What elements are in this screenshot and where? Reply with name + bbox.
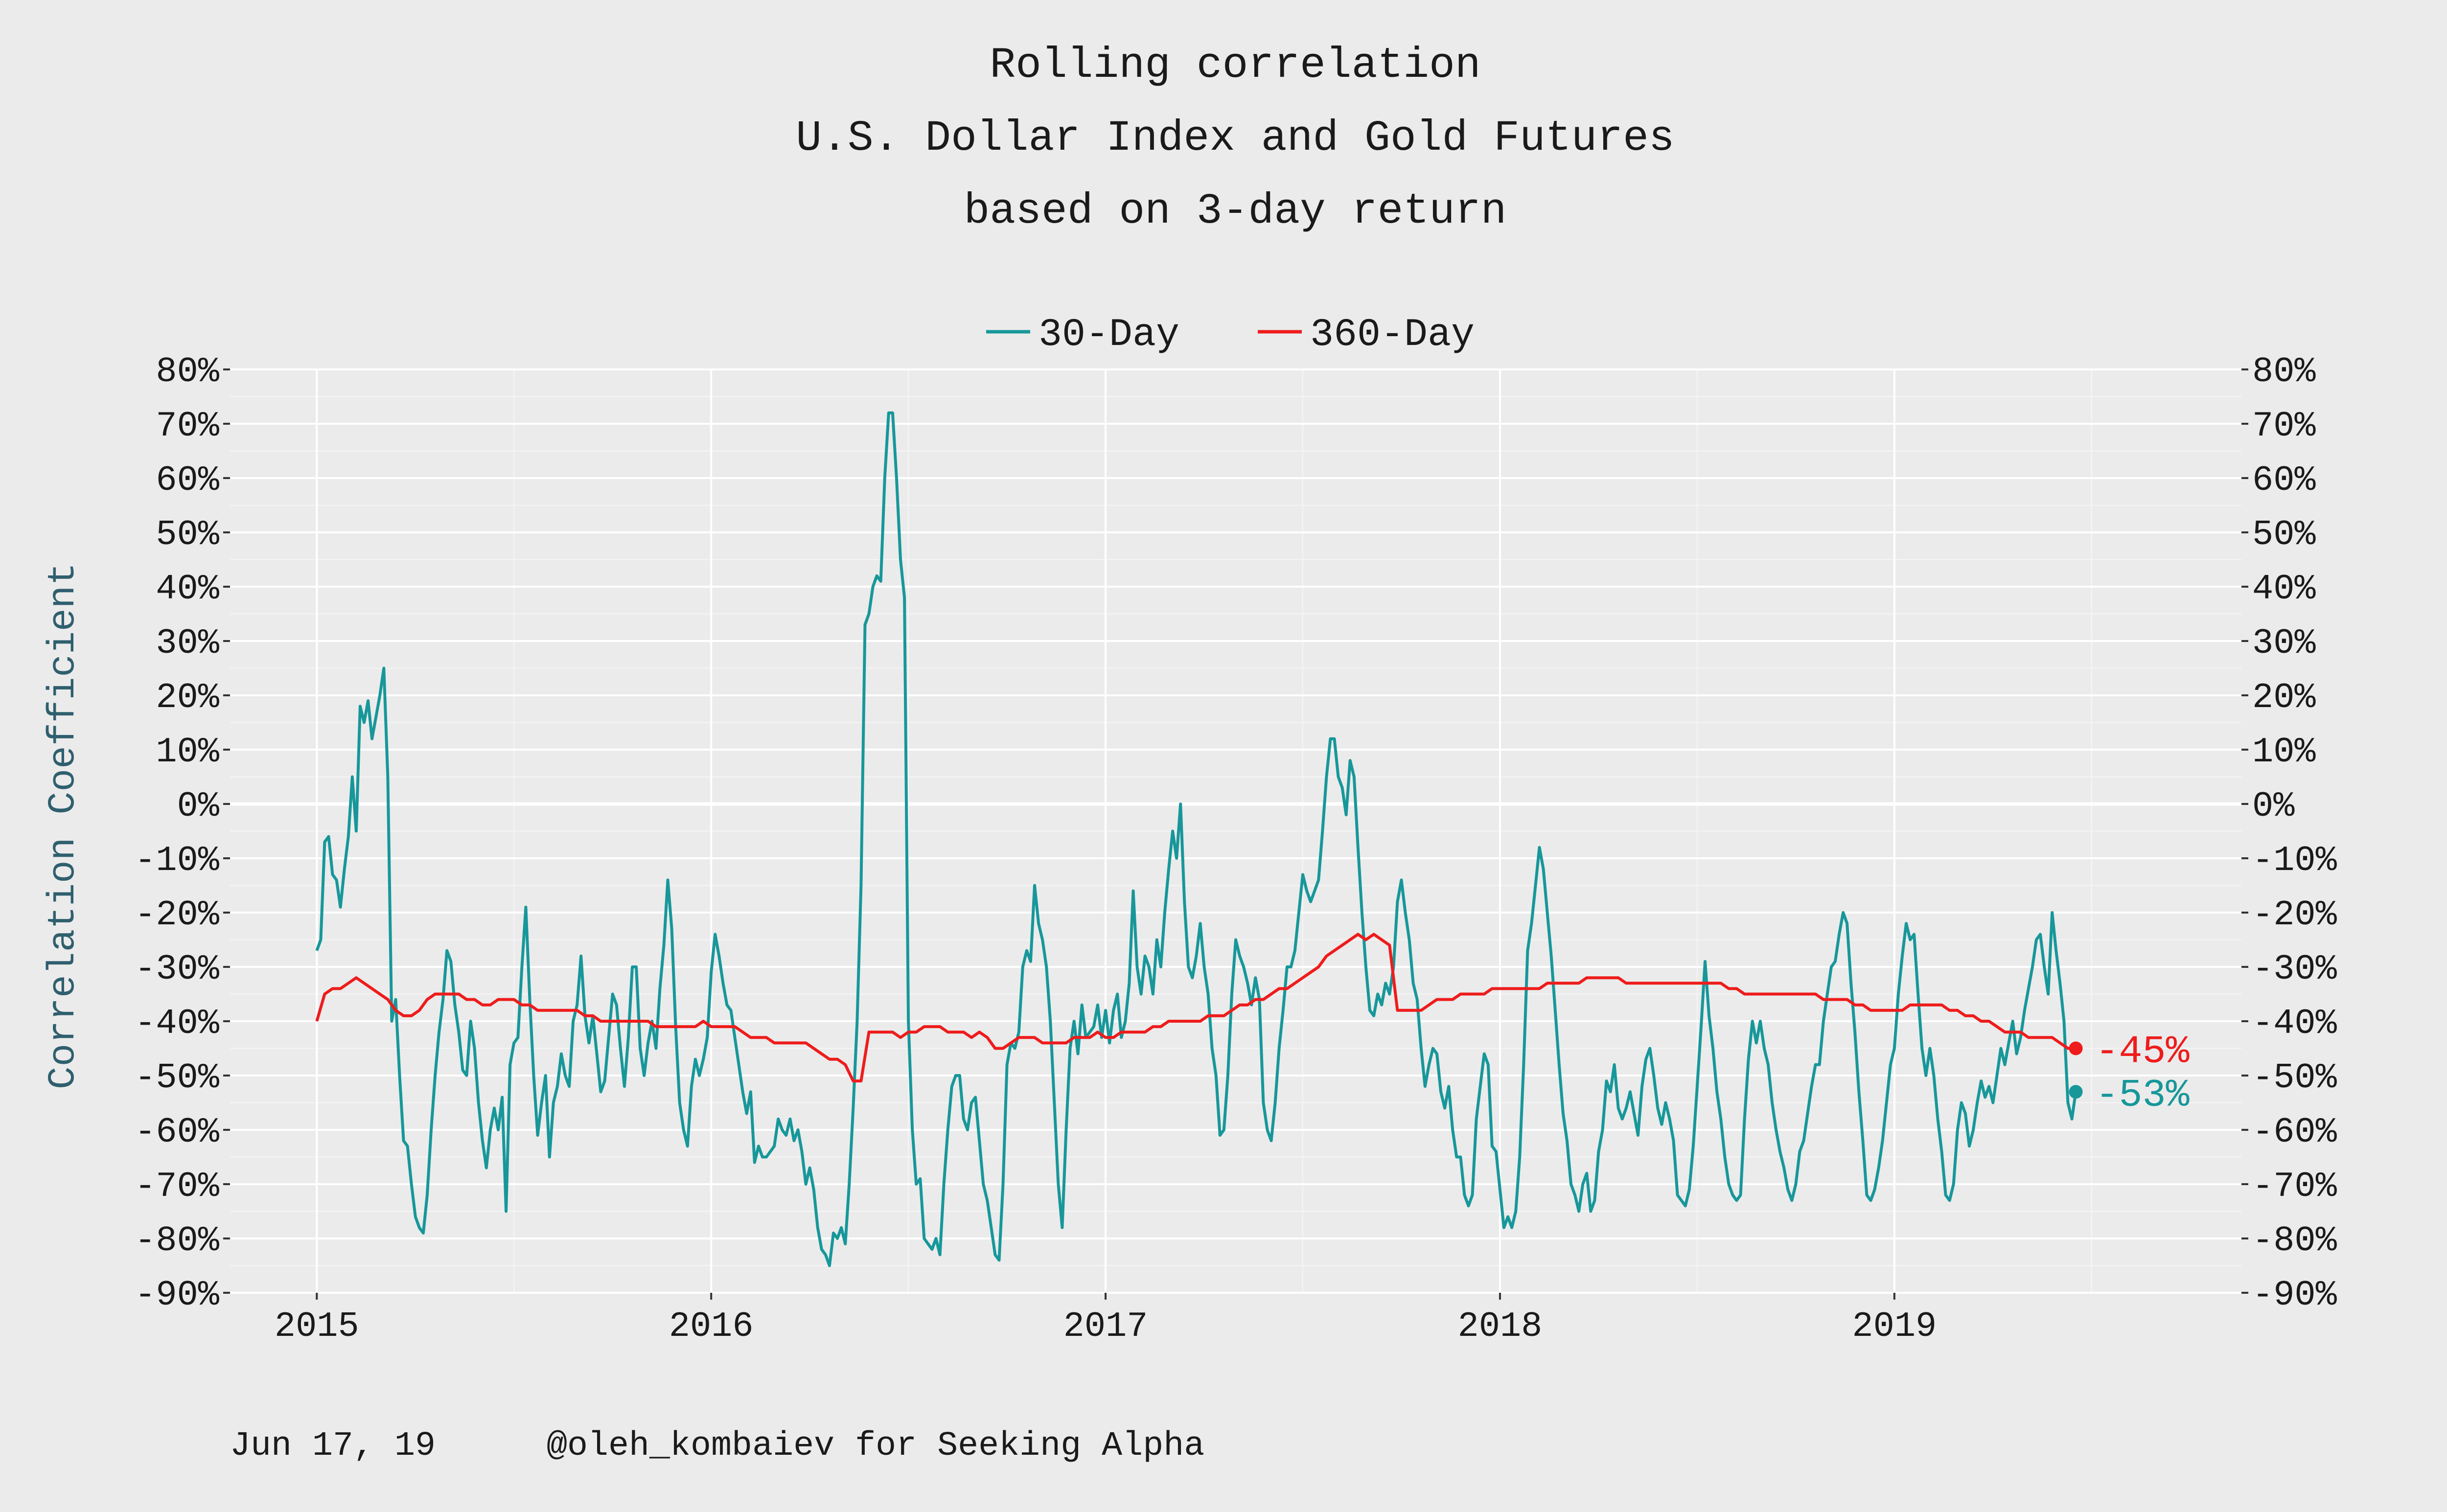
series-line-360-day xyxy=(315,933,2076,1083)
chart-title-line-1: Rolling correlation xyxy=(990,42,1480,90)
y-tick-label-right: 30% xyxy=(2252,623,2316,664)
y-tick-label-right: -50% xyxy=(2252,1058,2337,1098)
y-tick-label: 50% xyxy=(156,515,219,555)
y-axis-right: -90% -80% -70% -60% -50% -40% -30% -20% -10% 0% 10… xyxy=(2241,352,2337,1315)
x-tick-label: 2019 xyxy=(1852,1306,1937,1347)
y-tick-label-right: 0% xyxy=(2252,786,2295,826)
y-tick-label: -60% xyxy=(135,1112,220,1152)
y-tick-label-right: -90% xyxy=(2252,1275,2337,1315)
y-tick-label: -20% xyxy=(135,895,220,935)
x-tick-label: 2016 xyxy=(669,1306,754,1347)
y-tick-label: 60% xyxy=(156,460,219,501)
y-tick-label: 20% xyxy=(156,678,219,718)
y-tick-label: -70% xyxy=(135,1167,220,1207)
y-tick-label: -50% xyxy=(135,1058,220,1098)
end-point-30-day xyxy=(2069,1085,2083,1099)
end-markers: -53%-45% xyxy=(2069,1030,2190,1118)
y-tick-label: -80% xyxy=(135,1221,220,1261)
y-tick-label: 0% xyxy=(177,786,220,826)
x-tick-label: 2017 xyxy=(1063,1306,1148,1347)
series-layer xyxy=(315,411,2078,1267)
x-tick-label: 2015 xyxy=(275,1306,359,1347)
y-tick-label-right: 20% xyxy=(2252,678,2316,718)
y-tick-label-right: 40% xyxy=(2252,569,2316,609)
y-tick-label-right: -60% xyxy=(2252,1112,2337,1152)
y-tick-label-right: 10% xyxy=(2252,732,2316,772)
y-tick-label-right: -20% xyxy=(2252,895,2337,935)
y-tick-label-right: -10% xyxy=(2252,841,2337,881)
y-tick-label: 70% xyxy=(156,406,219,446)
y-tick-label-right: -80% xyxy=(2252,1221,2337,1261)
y-axis-title: Correlation Coefficient xyxy=(42,563,85,1090)
end-label-30-day: -53% xyxy=(2096,1073,2190,1118)
x-tick-label: 2018 xyxy=(1458,1306,1543,1347)
caption-date: Jun 17, 19 xyxy=(230,1427,436,1466)
y-tick-label: 40% xyxy=(156,569,219,609)
series-line-30-day xyxy=(315,411,2078,1267)
y-tick-label: 80% xyxy=(156,352,219,392)
y-tick-label: -90% xyxy=(135,1275,220,1315)
legend-label-30-day: 30-Day xyxy=(1039,313,1179,357)
gridlines xyxy=(230,368,2241,1294)
y-tick-label-right: 80% xyxy=(2252,352,2316,392)
y-tick-label-right: 60% xyxy=(2252,460,2316,501)
y-tick-label: 30% xyxy=(156,623,219,664)
y-tick-label: -10% xyxy=(135,841,220,881)
y-axis-left: -90% -80% -70% -60% -50% -40% -30% -20% -10% 0% 10… xyxy=(135,352,230,1315)
legend: 30-Day 360-Day xyxy=(986,313,1475,357)
y-tick-label: -40% xyxy=(135,1004,220,1044)
end-point-360-day xyxy=(2069,1041,2083,1055)
y-tick-label-right: 70% xyxy=(2252,406,2316,446)
y-tick-label: -30% xyxy=(135,949,220,989)
plot-area: -53%-45% xyxy=(230,368,2241,1294)
y-tick-label-right: -70% xyxy=(2252,1167,2337,1207)
y-tick-label: 10% xyxy=(156,732,219,772)
legend-label-360-day: 360-Day xyxy=(1310,313,1475,357)
y-tick-label-right: 50% xyxy=(2252,515,2316,555)
chart-title-line-3: based on 3-day return xyxy=(964,187,1507,236)
end-label-360-day: -45% xyxy=(2096,1030,2190,1075)
x-axis: 2015 2016 2017 2018 2019 xyxy=(275,1293,1937,1347)
caption-credit: @oleh_kombaiev for Seeking Alpha xyxy=(547,1427,1204,1466)
chart-title-line-2: U.S. Dollar Index and Gold Futures xyxy=(796,115,1675,163)
y-tick-label-right: -40% xyxy=(2252,1004,2337,1044)
y-tick-label-right: -30% xyxy=(2252,949,2337,989)
